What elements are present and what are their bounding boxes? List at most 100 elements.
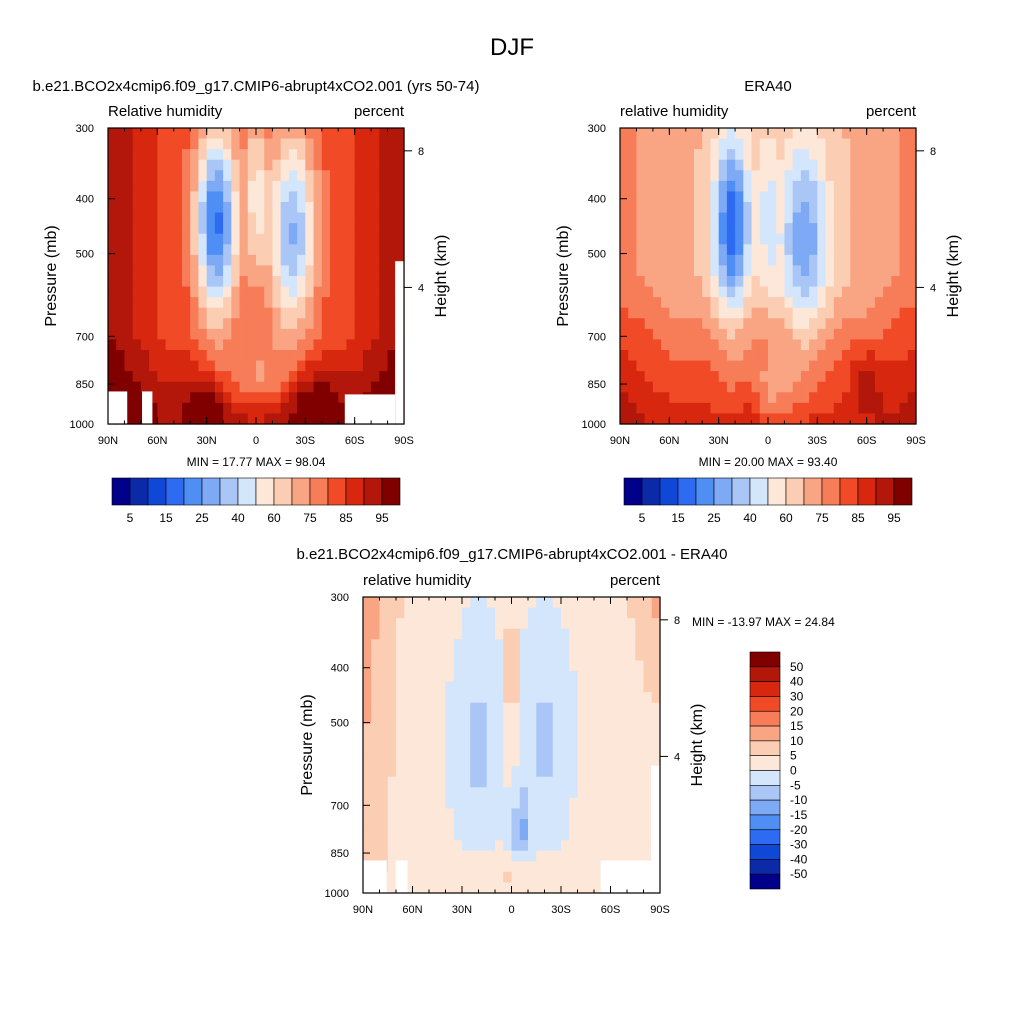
heatmap-cell bbox=[825, 328, 835, 341]
heatmap-cell bbox=[907, 392, 917, 404]
heatmap-cell bbox=[569, 861, 579, 873]
heatmap-cell bbox=[404, 840, 414, 852]
heatmap-cell bbox=[313, 202, 323, 214]
heatmap-cell bbox=[132, 202, 142, 214]
heatmap-cell bbox=[907, 202, 917, 214]
heatmap-cell bbox=[907, 297, 917, 309]
heatmap-cell bbox=[768, 191, 777, 203]
heatmap-cell bbox=[371, 159, 380, 171]
heatmap-cell bbox=[735, 223, 744, 235]
heatmap-cell bbox=[776, 223, 786, 235]
heatmap-cell bbox=[694, 286, 703, 298]
heatmap-cell bbox=[239, 286, 249, 298]
heatmap-cell bbox=[149, 286, 158, 298]
heatmap-cell bbox=[362, 244, 372, 256]
heatmap-cell bbox=[718, 360, 728, 372]
heatmap-cell bbox=[190, 233, 200, 245]
heatmap-cell bbox=[561, 671, 570, 683]
heatmap-cell bbox=[627, 808, 636, 820]
missing-data-mask bbox=[363, 860, 387, 893]
figure-title: DJF bbox=[490, 34, 534, 61]
heatmap-cell bbox=[132, 276, 142, 288]
panel-difference: b.e21.BCO2x4cmip6.f09_g17.CMIP6-abrupt4x… bbox=[296, 546, 835, 916]
heatmap-cell bbox=[404, 681, 414, 693]
heatmap-cell bbox=[404, 597, 414, 609]
heatmap-cell bbox=[330, 392, 339, 404]
heatmap-cell bbox=[702, 138, 712, 150]
heatmap-cell bbox=[850, 149, 860, 161]
heatmap-cell bbox=[239, 297, 249, 309]
heatmap-cell bbox=[833, 191, 843, 203]
heatmap-cell bbox=[363, 755, 372, 767]
heatmap-cell bbox=[387, 850, 397, 862]
heatmap-cell bbox=[694, 402, 703, 415]
heatmap-cell bbox=[396, 639, 405, 651]
heatmap-cell bbox=[809, 149, 818, 161]
heatmap-cell bbox=[198, 233, 208, 245]
heatmap-cell bbox=[677, 180, 687, 193]
heatmap-cell bbox=[751, 328, 761, 341]
heatmap-cell bbox=[858, 191, 868, 203]
heatmap-cell bbox=[620, 212, 629, 224]
heatmap-cell bbox=[223, 339, 232, 351]
heatmap-cell bbox=[157, 191, 167, 203]
heatmap-cell bbox=[371, 734, 381, 746]
heatmap-cell bbox=[677, 223, 687, 235]
heatmap-cell bbox=[280, 392, 290, 404]
heatmap-cell bbox=[817, 350, 827, 362]
heatmap-cell bbox=[404, 618, 414, 630]
heatmap-cell bbox=[165, 318, 175, 330]
heatmap-cell bbox=[809, 244, 818, 256]
heatmap-cell bbox=[247, 128, 257, 140]
heatmap-cell bbox=[437, 776, 447, 788]
heatmap-cell bbox=[338, 265, 348, 277]
heatmap-cell bbox=[214, 413, 224, 425]
heatmap-cell bbox=[858, 413, 868, 425]
heatmap-cell bbox=[231, 371, 241, 383]
heatmap-cell bbox=[108, 202, 117, 214]
heatmap-cell bbox=[239, 191, 249, 203]
heatmap-cell bbox=[636, 413, 646, 425]
heatmap-cell bbox=[784, 413, 794, 425]
heatmap-cell bbox=[486, 607, 496, 619]
heatmap-cell bbox=[165, 159, 175, 171]
heatmap-cell bbox=[288, 318, 298, 330]
heatmap-cell bbox=[784, 318, 794, 330]
heatmap-cell bbox=[223, 286, 232, 298]
heatmap-cell bbox=[395, 223, 405, 235]
heatmap-cell bbox=[735, 170, 744, 182]
heatmap-cell bbox=[585, 681, 595, 693]
heatmap-cell bbox=[710, 149, 720, 161]
heatmap-cell bbox=[198, 254, 208, 267]
heatmap-cell bbox=[182, 254, 191, 267]
heatmap-cell bbox=[907, 254, 917, 267]
heatmap-cell bbox=[817, 180, 827, 193]
heatmap-cell bbox=[272, 202, 282, 214]
heatmap-cell bbox=[718, 202, 728, 214]
heatmap-cell bbox=[231, 223, 241, 235]
heatmap-cell bbox=[157, 202, 167, 214]
heatmap-cell bbox=[371, 787, 381, 799]
heatmap-cell bbox=[429, 618, 438, 630]
heatmap-cell bbox=[883, 339, 892, 351]
heatmap-cell bbox=[182, 265, 191, 277]
heatmap-cell bbox=[363, 639, 372, 651]
heatmap-cell bbox=[874, 138, 884, 150]
heatmap-cell bbox=[412, 871, 422, 884]
heatmap-cell bbox=[643, 850, 653, 862]
heatmap-cell bbox=[346, 128, 356, 140]
heatmap-cell bbox=[833, 318, 843, 330]
heatmap-cell bbox=[866, 339, 876, 351]
heatmap-cell bbox=[239, 360, 249, 372]
heatmap-cell bbox=[685, 191, 695, 203]
heatmap-cell bbox=[809, 180, 818, 193]
heatmap-cell bbox=[519, 681, 529, 693]
heatmap-cell bbox=[305, 276, 315, 288]
heatmap-cell bbox=[429, 776, 438, 788]
heatmap-cell bbox=[644, 170, 654, 182]
heatmap-cell bbox=[379, 618, 389, 630]
heatmap-cell bbox=[313, 318, 323, 330]
heatmap-cell bbox=[710, 128, 720, 140]
heatmap-cell bbox=[437, 745, 447, 757]
